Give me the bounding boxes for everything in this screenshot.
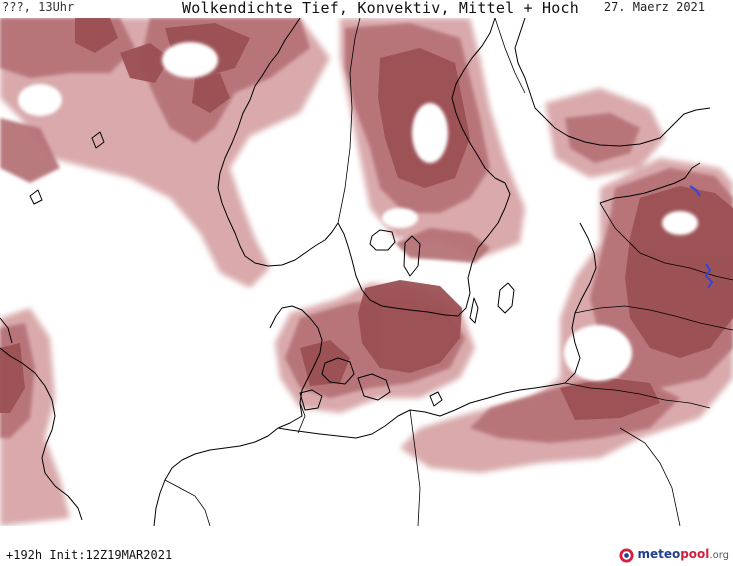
coastlines (0, 18, 711, 526)
run-info: +192h Init:12Z19MAR2021 (6, 548, 173, 562)
cloud-density-map (0, 18, 733, 526)
logo-text-meteo: meteo (637, 547, 681, 561)
logo-text-org: .org (709, 550, 729, 561)
meteopool-logo[interactable]: meteopool.org (619, 546, 729, 564)
logo-text: meteopool.org (637, 547, 729, 563)
cloud-layer-dark (0, 18, 733, 420)
meteopool-logo-icon (619, 547, 634, 563)
forecast-date: 27. Maerz 2021 (603, 0, 705, 14)
weather-map (0, 18, 733, 526)
inland-waters (689, 185, 714, 289)
clear-areas (18, 42, 698, 381)
country-borders (164, 18, 733, 526)
map-title: Wolkendichte Tief, Konvektiv, Mittel + H… (182, 0, 579, 17)
region-time-label: ???, 13Uhr (2, 0, 75, 14)
logo-text-pool: pool (680, 547, 710, 561)
